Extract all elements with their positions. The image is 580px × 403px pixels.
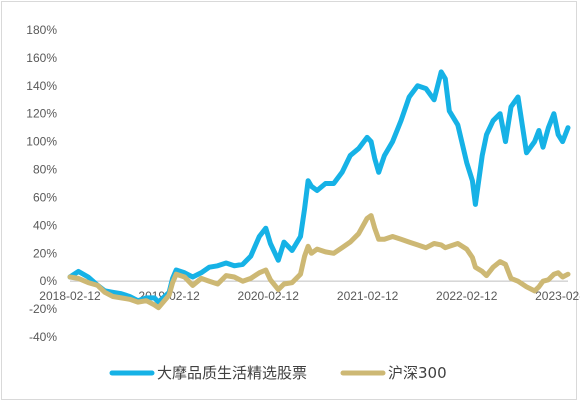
legend-label-0: 大摩品质生活精选股票 bbox=[157, 364, 307, 382]
y-tick-label: -20% bbox=[29, 302, 57, 316]
x-tick-label: 2022-02-12 bbox=[436, 289, 498, 303]
y-tick-label: 80% bbox=[33, 163, 57, 177]
legend-label-1: 沪深300 bbox=[388, 364, 447, 382]
y-tick-label: 0% bbox=[40, 274, 58, 288]
x-tick-label: 2020-02-12 bbox=[238, 289, 300, 303]
x-axis: 2018-02-12 2019-02-12 2020-02-12 2021-02-12… bbox=[39, 280, 580, 303]
y-tick-label: 180% bbox=[26, 23, 57, 37]
x-tick-label: 2021-02-12 bbox=[337, 289, 399, 303]
y-axis: -40% -20% 0% 20% 40% 60% 80% 100% 120% 140% 160% 18… bbox=[26, 23, 57, 344]
x-tick-label: 2018-02-12 bbox=[39, 289, 101, 303]
y-tick-label: 40% bbox=[33, 218, 57, 232]
y-tick-label: 160% bbox=[26, 51, 57, 65]
y-tick-label: 140% bbox=[26, 79, 57, 93]
series-layer bbox=[67, 69, 571, 311]
y-tick-label: 120% bbox=[26, 107, 57, 121]
series-line-1 bbox=[67, 213, 571, 311]
y-tick-label: -40% bbox=[29, 330, 57, 344]
y-tick-label: 20% bbox=[33, 246, 57, 260]
y-tick-label: 60% bbox=[33, 190, 57, 204]
legend: 大摩品质生活精选股票 沪深300 bbox=[109, 364, 447, 382]
x-tick-label: 2023-02-12 bbox=[535, 289, 580, 303]
y-tick-label: 100% bbox=[26, 135, 57, 149]
